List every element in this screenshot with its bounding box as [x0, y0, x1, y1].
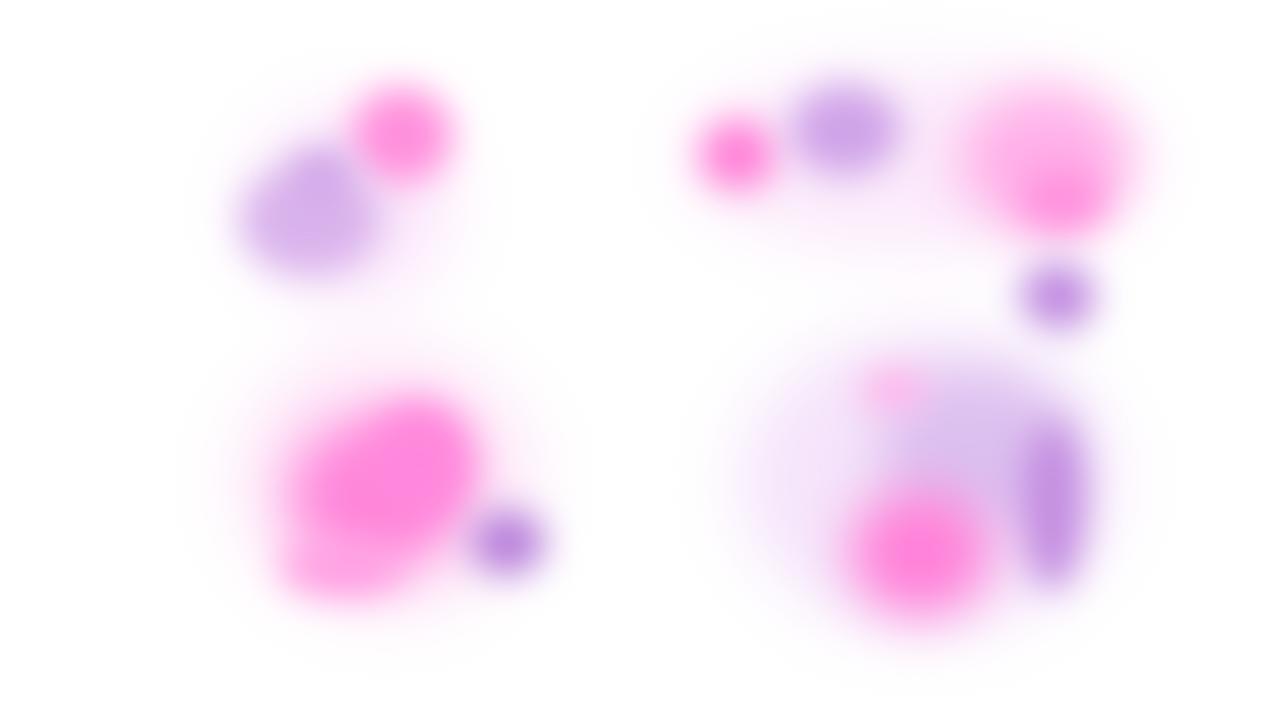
pink-blob-large	[850, 490, 990, 615]
lilac-blob-small	[292, 150, 352, 195]
lilac-blob	[790, 85, 900, 175]
violet-blob	[470, 510, 545, 575]
violet-streak	[1020, 420, 1085, 590]
violet-blob-small	[1020, 262, 1095, 332]
pink-blob-small	[700, 120, 775, 190]
pink-blob	[1020, 170, 1105, 230]
pink-blob-bottom	[280, 540, 400, 595]
pink-blob	[365, 400, 475, 520]
pink-blob-accent	[860, 370, 930, 410]
pink-blob	[352, 88, 452, 183]
